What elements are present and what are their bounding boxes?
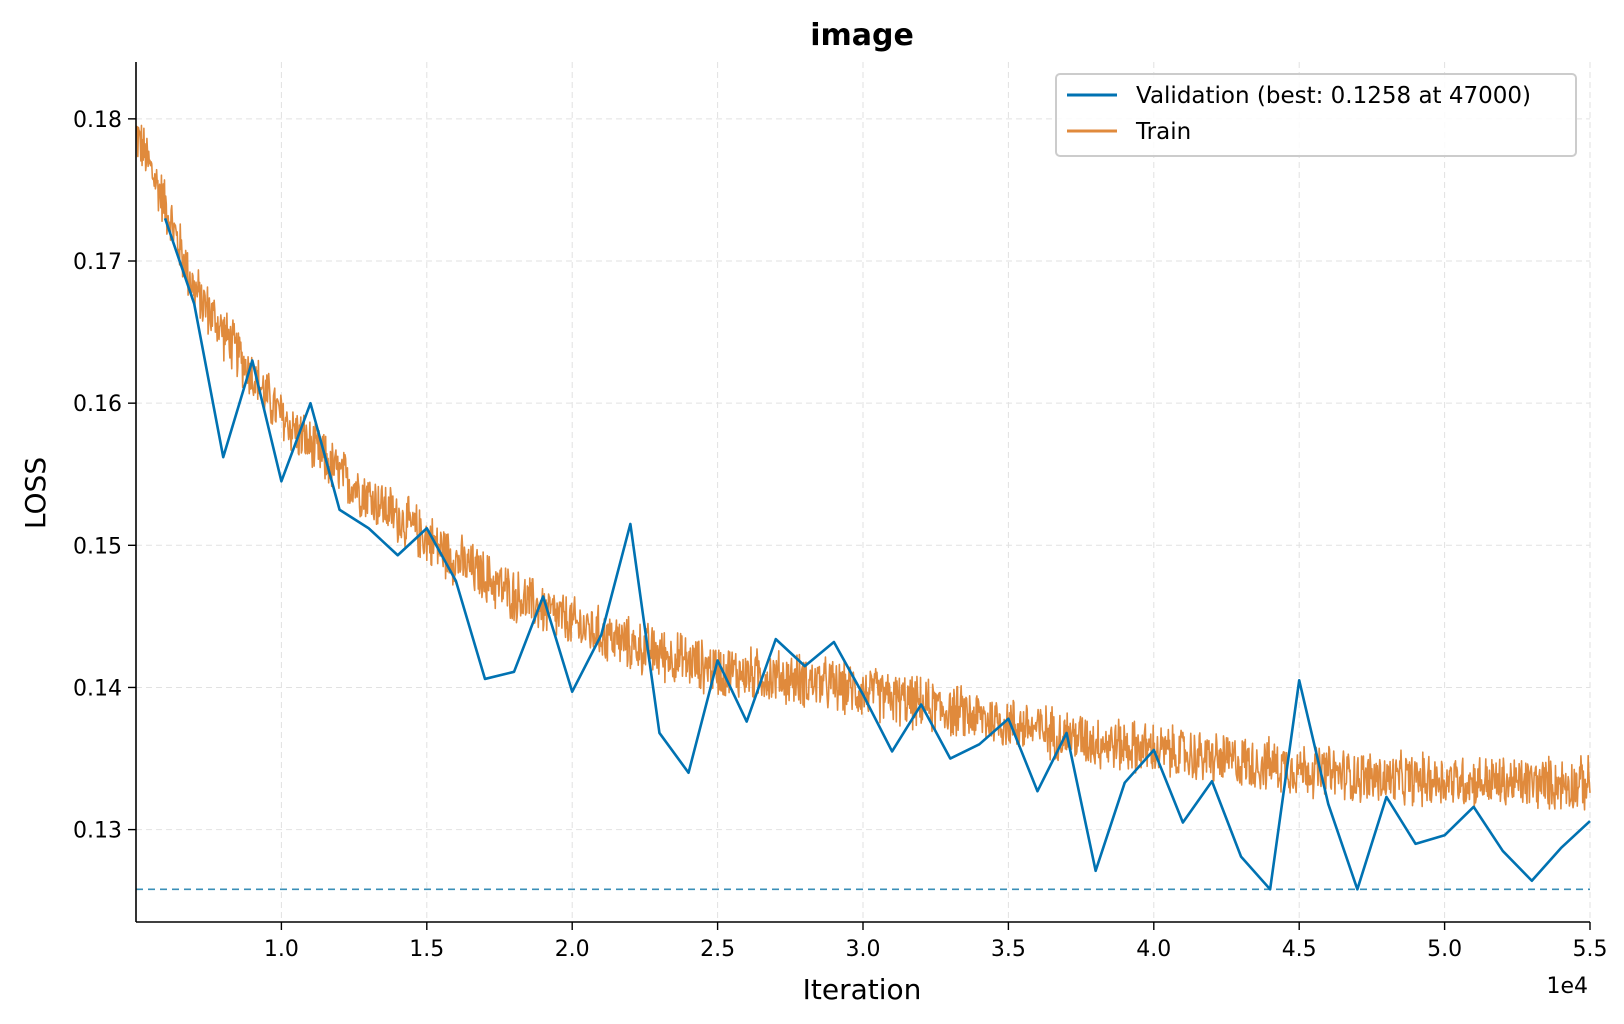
y-tick-label-2: 0.15: [73, 534, 122, 559]
x-tick-label-9: 5.5: [1573, 937, 1608, 962]
chart-title: image: [810, 18, 914, 53]
train-line: [135, 124, 1591, 811]
x-tick-label-3: 2.5: [700, 937, 735, 962]
x-tick-label-6: 4.0: [1136, 937, 1171, 962]
y-axis-ticks: 0.13 0.14 0.15 0.16 0.17 0.18: [73, 108, 136, 844]
y-tick-label-5: 0.18: [73, 108, 122, 133]
x-tick-label-0: 1.0: [264, 937, 299, 962]
y-tick-label-4: 0.17: [73, 250, 122, 275]
x-axis-label: Iteration: [803, 973, 922, 1006]
x-tick-label-1: 1.5: [409, 937, 444, 962]
x-axis-ticks: 1.0 1.5 2.0 2.5 3.0 3.5 4.0 4.5 5.0 5.5: [264, 922, 1608, 962]
x-tick-label-2: 2.0: [555, 937, 590, 962]
grid-lines: [136, 62, 1591, 922]
x-tick-label-5: 3.5: [991, 937, 1026, 962]
y-tick-label-1: 0.14: [73, 676, 122, 701]
legend: Validation (best: 0.1258 at 47000) Train: [1055, 73, 1577, 157]
series-lines: [135, 124, 1591, 891]
y-tick-label-0: 0.13: [73, 819, 122, 844]
y-tick-label-3: 0.16: [73, 392, 122, 417]
legend-label-train: Train: [1135, 119, 1191, 145]
x-tick-label-4: 3.0: [846, 937, 881, 962]
x-tick-label-8: 5.0: [1427, 937, 1462, 962]
legend-label-validation: Validation (best: 0.1258 at 47000): [1136, 83, 1531, 109]
legend-box: [1055, 73, 1577, 157]
x-axis-scale-note: 1e4: [1546, 974, 1588, 999]
x-tick-label-7: 4.5: [1282, 937, 1317, 962]
validation-line: [163, 217, 1591, 891]
y-axis-label: LOSS: [19, 457, 52, 529]
